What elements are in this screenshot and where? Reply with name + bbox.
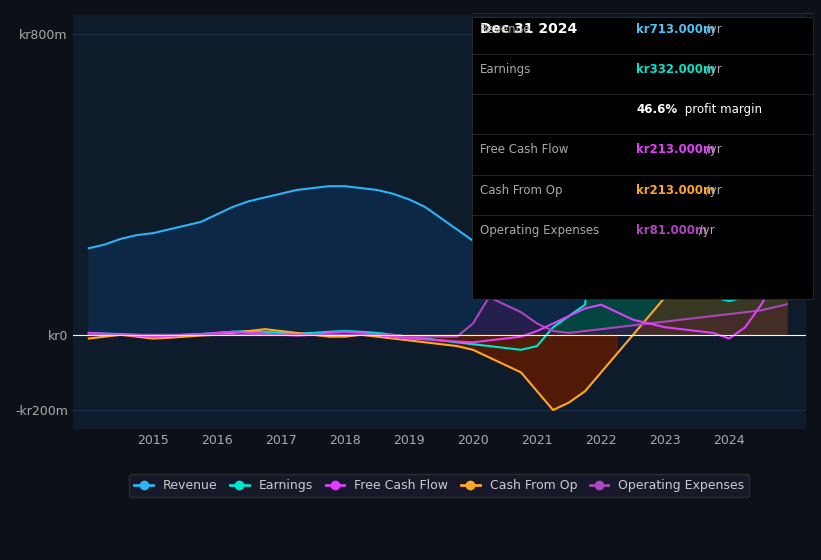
Text: Earnings: Earnings (480, 63, 532, 76)
Text: /yr: /yr (702, 63, 722, 76)
Text: kr81.000m: kr81.000m (636, 224, 708, 237)
Text: /yr: /yr (702, 22, 722, 35)
Text: Free Cash Flow: Free Cash Flow (480, 143, 569, 156)
Text: Dec 31 2024: Dec 31 2024 (480, 22, 577, 36)
Text: /yr: /yr (702, 143, 722, 156)
Text: kr213.000m: kr213.000m (636, 184, 715, 197)
Text: profit margin: profit margin (681, 103, 763, 116)
Legend: Revenue, Earnings, Free Cash Flow, Cash From Op, Operating Expenses: Revenue, Earnings, Free Cash Flow, Cash … (129, 474, 750, 497)
Text: /yr: /yr (702, 184, 722, 197)
Text: kr713.000m: kr713.000m (636, 22, 715, 35)
Text: Cash From Op: Cash From Op (480, 184, 562, 197)
Text: 46.6%: 46.6% (636, 103, 677, 116)
Text: kr213.000m: kr213.000m (636, 143, 715, 156)
Text: Operating Expenses: Operating Expenses (480, 224, 599, 237)
Text: /yr: /yr (695, 224, 715, 237)
Text: kr332.000m: kr332.000m (636, 63, 715, 76)
Text: Revenue: Revenue (480, 22, 532, 35)
